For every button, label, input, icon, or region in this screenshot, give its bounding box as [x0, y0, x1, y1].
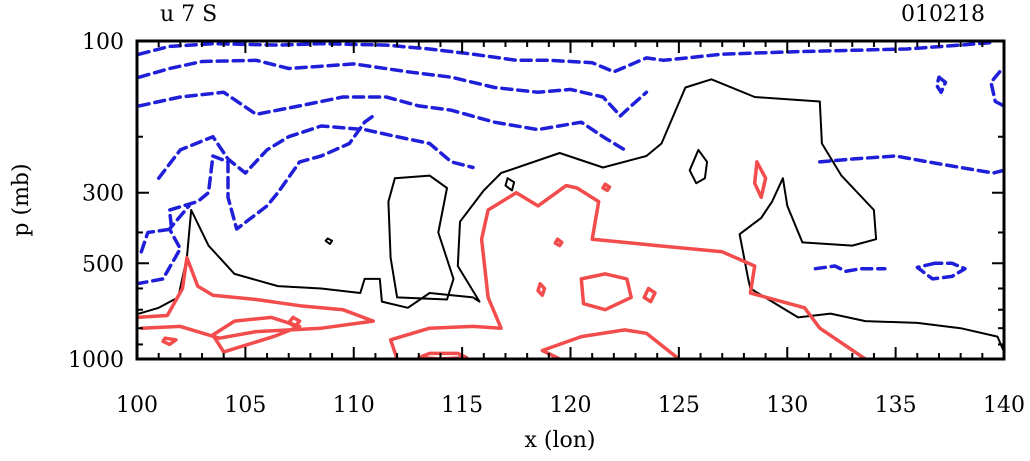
- zero-contour-4: [324, 237, 334, 245]
- contour-lines: [137, 41, 1004, 359]
- chart-title-right: 010218: [901, 2, 985, 27]
- y-tick-label: 1000: [68, 348, 124, 373]
- x-tick-label: 105: [224, 393, 266, 418]
- negative-contour-9: [813, 264, 887, 274]
- x-tick-label: 100: [116, 393, 158, 418]
- positive-contour-4: [388, 183, 868, 359]
- positive-contour-10: [536, 282, 547, 297]
- positive-contour-12: [601, 182, 612, 193]
- zero-contour-0: [138, 78, 1004, 353]
- positive-contour-1: [211, 315, 302, 354]
- chart-title-left: u 7 S: [160, 2, 217, 27]
- y-tick-label: 300: [82, 182, 124, 207]
- y-axis-label: p (mb): [9, 163, 34, 236]
- zero-contour-2: [688, 148, 709, 185]
- positive-contour-5: [540, 328, 681, 359]
- x-tick-label: 135: [875, 393, 917, 418]
- zero-contour-1: [387, 174, 455, 301]
- negative-contour-1: [137, 58, 649, 118]
- negative-contour-8: [935, 75, 948, 95]
- plot-frame: [135, 39, 1006, 361]
- positive-contour-9: [553, 237, 564, 248]
- x-tick-label: 140: [983, 393, 1025, 418]
- positive-contour-3: [286, 315, 302, 329]
- negative-contour-7: [989, 70, 1004, 108]
- y-tick-label: 500: [82, 252, 124, 277]
- x-axis-label: x (lon): [524, 428, 595, 453]
- negative-contour-10: [915, 261, 967, 281]
- x-tick-label: 120: [550, 393, 592, 418]
- x-tick-label: 130: [766, 393, 808, 418]
- x-tick-label: 125: [658, 393, 700, 418]
- y-tick-label: 100: [82, 30, 124, 55]
- x-tick-label: 115: [441, 393, 483, 418]
- positive-contour-2: [161, 336, 178, 347]
- x-tick-label: 110: [333, 393, 375, 418]
- positive-contour-8: [752, 160, 768, 200]
- negative-contour-2: [137, 90, 627, 152]
- negative-contour-4: [139, 112, 378, 254]
- positive-contour-7: [579, 272, 633, 312]
- positive-contour-11: [642, 286, 657, 304]
- negative-contour-0: [137, 41, 995, 74]
- negative-contour-5: [137, 204, 191, 286]
- negative-contour-6: [818, 154, 1004, 175]
- zero-contour-3: [504, 177, 516, 192]
- x-tick-labels: 100 105 110 115 120 125 130 135 140: [116, 393, 1025, 418]
- positive-contour-0: [137, 255, 376, 340]
- negative-contour-3: [156, 124, 475, 180]
- y-tick-labels: 100 300 500 1000: [68, 30, 124, 373]
